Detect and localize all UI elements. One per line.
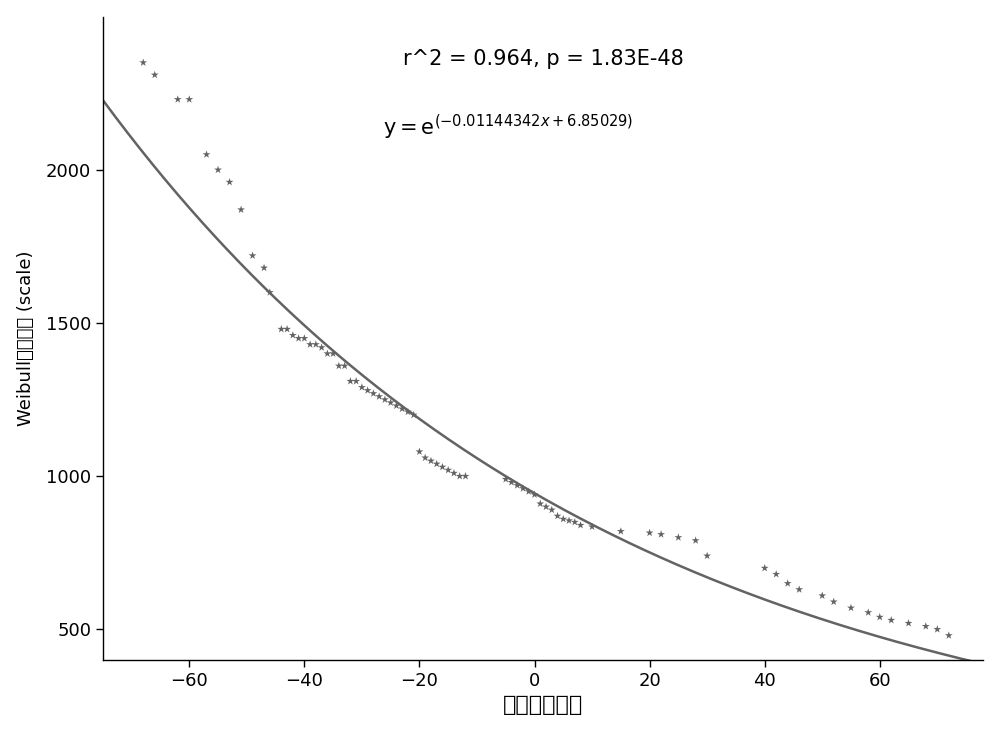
Text: r^2 = 0.964, p = 1.83E-48: r^2 = 0.964, p = 1.83E-48 [403, 49, 684, 69]
Point [319, 348, 335, 359]
Point [814, 590, 830, 602]
Point [498, 474, 514, 485]
Point [929, 624, 945, 635]
Point [423, 455, 439, 467]
Point [544, 504, 560, 516]
Point [452, 471, 468, 482]
Point [394, 403, 410, 414]
Point [780, 578, 796, 589]
Point [532, 498, 548, 509]
Point [411, 446, 427, 458]
Point [273, 324, 289, 335]
Point [383, 397, 399, 408]
Point [883, 614, 899, 626]
Point [291, 332, 307, 344]
Point [210, 164, 226, 176]
Point [860, 607, 876, 619]
Point [688, 534, 704, 546]
Point [233, 203, 249, 215]
Point [302, 339, 318, 351]
Point [521, 485, 537, 497]
Point [199, 149, 215, 160]
Point [388, 400, 404, 411]
Point [918, 621, 934, 632]
Point [365, 388, 381, 400]
Point [791, 583, 807, 595]
Point [699, 550, 715, 561]
Point [400, 406, 416, 418]
Point [843, 602, 859, 613]
Point [584, 521, 600, 533]
Point [872, 611, 888, 623]
Point [245, 250, 261, 261]
Point [348, 376, 364, 387]
X-axis label: 平均风险得分: 平均风险得分 [503, 695, 583, 715]
Point [256, 262, 272, 274]
Point [285, 329, 301, 341]
Point [503, 477, 519, 488]
Point [181, 94, 197, 105]
Point [613, 526, 629, 537]
Y-axis label: Weibull分布参数 (scale): Weibull分布参数 (scale) [17, 250, 35, 426]
Point [296, 332, 312, 344]
Point [262, 286, 278, 298]
Point [515, 482, 531, 494]
Point [555, 513, 571, 525]
Point [573, 519, 589, 531]
Point [642, 527, 658, 539]
Point [446, 467, 462, 479]
Point [371, 391, 387, 403]
Point [670, 531, 686, 543]
Point [135, 57, 151, 69]
Point [342, 376, 358, 387]
Point [308, 339, 324, 351]
Point [406, 409, 422, 421]
Text: $\mathrm{y = e}^{(-0.01144342x+6.85029)}$: $\mathrm{y = e}^{(-0.01144342x+6.85029)}… [383, 113, 633, 142]
Point [325, 348, 341, 359]
Point [768, 568, 784, 580]
Point [429, 458, 445, 470]
Point [222, 176, 238, 188]
Point [147, 69, 163, 81]
Point [377, 394, 393, 406]
Point [509, 479, 525, 491]
Point [440, 464, 456, 476]
Point [550, 510, 566, 522]
Point [279, 324, 295, 335]
Point [941, 630, 957, 641]
Point [170, 94, 186, 105]
Point [434, 461, 450, 473]
Point [757, 562, 773, 574]
Point [354, 381, 370, 393]
Point [331, 360, 347, 372]
Point [826, 596, 842, 608]
Point [527, 489, 543, 501]
Point [314, 342, 330, 354]
Point [561, 515, 577, 526]
Point [567, 516, 583, 528]
Point [337, 360, 353, 372]
Point [901, 617, 917, 629]
Point [417, 452, 433, 463]
Point [538, 501, 554, 512]
Point [360, 384, 376, 396]
Point [457, 471, 473, 482]
Point [653, 529, 669, 540]
